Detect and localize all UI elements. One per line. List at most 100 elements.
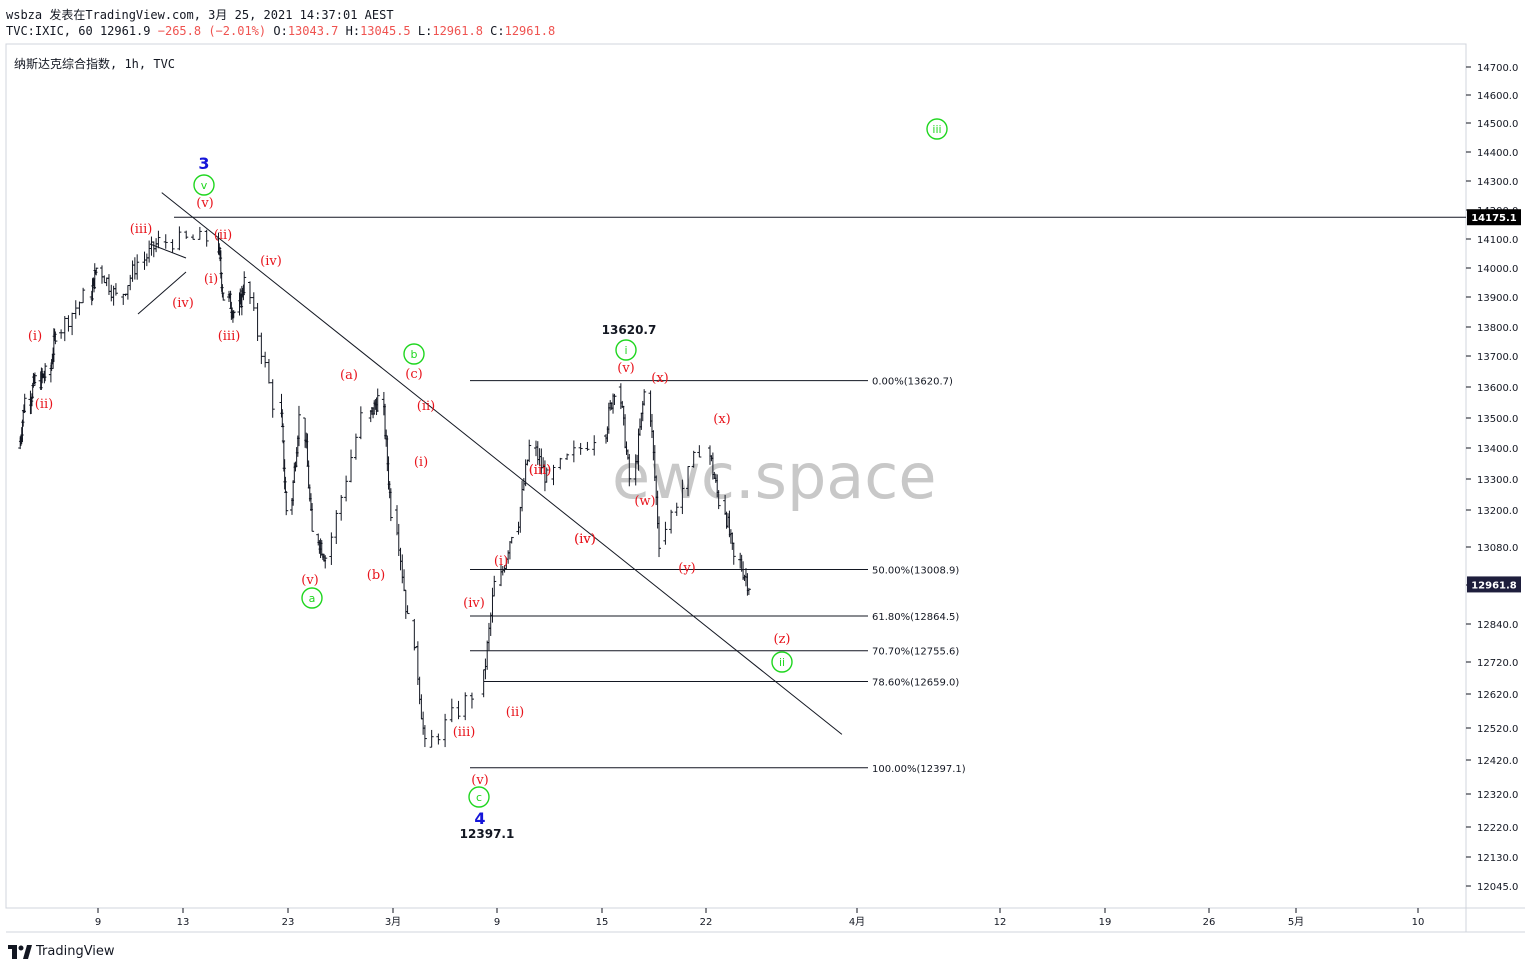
wave-label: (v) bbox=[471, 773, 489, 788]
y-tick-label: 12520.0 bbox=[1477, 724, 1518, 735]
y-tick-label: 14000.0 bbox=[1477, 264, 1518, 275]
x-tick-label: 13 bbox=[177, 917, 190, 928]
y-tick-label: 13400.0 bbox=[1477, 444, 1518, 455]
trendline bbox=[161, 192, 843, 735]
wave-label: v bbox=[201, 179, 208, 192]
wave-label: (iii) bbox=[529, 463, 552, 478]
wave-label: (ii) bbox=[506, 705, 524, 720]
tradingview-logo-icon bbox=[8, 944, 32, 959]
symbol-title: 纳斯达克综合指数, 1h, TVC bbox=[14, 57, 176, 71]
y-tick-label: 13800.0 bbox=[1477, 323, 1518, 334]
triangle-upper-line bbox=[149, 243, 187, 259]
close-label: C: bbox=[490, 24, 505, 38]
y-tick-label: 14600.0 bbox=[1477, 91, 1518, 102]
wave-label: (x) bbox=[713, 412, 730, 427]
fib-level-label: 0.00%(13620.7) bbox=[872, 377, 953, 388]
x-tick-label: 12 bbox=[994, 917, 1007, 928]
y-tick-label: 13900.0 bbox=[1477, 293, 1518, 304]
close-value: 12961.8 bbox=[504, 24, 556, 38]
wave-label: (ii) bbox=[214, 228, 232, 243]
wave-label: b bbox=[411, 348, 418, 361]
tradingview-brand: TradingView bbox=[36, 944, 115, 959]
y-tick-label: 13700.0 bbox=[1477, 352, 1518, 363]
x-tick-label: 10 bbox=[1412, 917, 1425, 928]
wave-label: 4 bbox=[474, 809, 485, 828]
wave-label: c bbox=[476, 791, 482, 804]
wave-label-circle bbox=[301, 587, 323, 609]
y-tick-label: 14400.0 bbox=[1477, 148, 1518, 159]
y-tick-label: 14700.0 bbox=[1477, 63, 1518, 74]
x-tick-label: 15 bbox=[596, 917, 609, 928]
wave-label-circle bbox=[468, 786, 490, 808]
y-tick-label: 12320.0 bbox=[1477, 790, 1518, 801]
publish-info: wsbza 发表在TradingView.com, 3月 25, 2021 14… bbox=[6, 6, 394, 23]
triangle-lower-line bbox=[137, 271, 187, 315]
price-badge bbox=[1467, 209, 1521, 226]
y-tick-label: 12220.0 bbox=[1477, 823, 1518, 834]
high-value: 13045.5 bbox=[360, 24, 411, 38]
x-tick-label: 22 bbox=[700, 917, 713, 928]
low-label: L: bbox=[417, 24, 433, 38]
wave-label: (iv) bbox=[172, 296, 194, 311]
wave-label: (v) bbox=[617, 361, 635, 376]
price-badge-label: 14175.1 bbox=[1471, 213, 1517, 224]
tradingview-logo[interactable]: TradingView bbox=[8, 944, 115, 959]
wave-label: ii bbox=[779, 656, 785, 669]
wave-label: (iii) bbox=[218, 329, 241, 344]
y-tick-label: 14100.0 bbox=[1477, 235, 1518, 246]
y-tick-label: 14500.0 bbox=[1477, 119, 1518, 130]
wave-label: (iv) bbox=[260, 254, 282, 269]
wave-label: (c) bbox=[405, 367, 422, 382]
fib-level-label: 100.00%(12397.1) bbox=[872, 764, 966, 775]
wave-label: (iv) bbox=[463, 596, 485, 611]
fib-level-label: 61.80%(12864.5) bbox=[872, 612, 959, 623]
price-badge bbox=[1467, 576, 1521, 593]
wave-label-circle bbox=[193, 174, 215, 196]
y-tick-label: 12045.0 bbox=[1477, 882, 1518, 893]
high-label: H: bbox=[345, 24, 361, 38]
wave-label: (y) bbox=[678, 561, 696, 576]
open-value: 13043.7 bbox=[287, 24, 339, 38]
x-tick-label: 9 bbox=[494, 917, 500, 928]
y-tick-label: 12420.0 bbox=[1477, 756, 1518, 767]
wave-label: a bbox=[309, 592, 316, 605]
x-tick-label: 23 bbox=[282, 917, 295, 928]
price-badge-label: 12961.8 bbox=[1471, 580, 1517, 591]
x-tick-label: 19 bbox=[1099, 917, 1112, 928]
wave-label: (w) bbox=[634, 494, 655, 509]
wave-label: (i) bbox=[28, 329, 42, 344]
x-tick-label: 3月 bbox=[385, 916, 401, 928]
price-annotation: 12397.1 bbox=[460, 827, 515, 841]
y-tick-label: 14300.0 bbox=[1477, 177, 1518, 188]
wave-label: (ii) bbox=[35, 397, 53, 412]
wave-label: (iii) bbox=[529, 463, 552, 478]
publish-date: 发表在TradingView.com, 3月 25, 2021 14:37:01… bbox=[49, 8, 394, 22]
price-annotation: 13620.7 bbox=[602, 323, 657, 337]
fib-level-label: 70.70%(12755.6) bbox=[872, 647, 959, 658]
wave-label: (iii) bbox=[453, 725, 476, 740]
last-price: 12961.9 bbox=[99, 24, 151, 38]
wave-label: (i) bbox=[494, 554, 508, 569]
wave-label: (z) bbox=[774, 632, 791, 647]
wave-label: (v) bbox=[301, 573, 319, 588]
wave-label: iii bbox=[932, 123, 941, 136]
y-tick-label: 12720.0 bbox=[1477, 658, 1518, 669]
author-name: wsbza bbox=[6, 8, 43, 22]
wave-label: (i) bbox=[414, 455, 428, 470]
wave-label: 3 bbox=[198, 154, 209, 173]
open-label: O: bbox=[273, 24, 288, 38]
y-tick-label: 12130.0 bbox=[1477, 853, 1518, 864]
ohlc-line: TVC:IXIC, 60 12961.9 −265.8 (−2.01%) O:1… bbox=[6, 24, 555, 38]
wave-label: (v) bbox=[196, 196, 214, 211]
wave-label: (a) bbox=[340, 368, 358, 383]
wave-label: (i) bbox=[204, 272, 218, 287]
wave-label-circle bbox=[926, 118, 948, 140]
low-value: 12961.8 bbox=[432, 24, 483, 38]
y-tick-label: 13300.0 bbox=[1477, 475, 1518, 486]
y-tick-label: 13500.0 bbox=[1477, 414, 1518, 425]
price-change: −265.8 (−2.01%) bbox=[157, 24, 267, 38]
y-tick-label: 13080.0 bbox=[1477, 543, 1518, 554]
watermark: ewc.space bbox=[612, 440, 937, 513]
wave-label-circle bbox=[403, 343, 425, 365]
